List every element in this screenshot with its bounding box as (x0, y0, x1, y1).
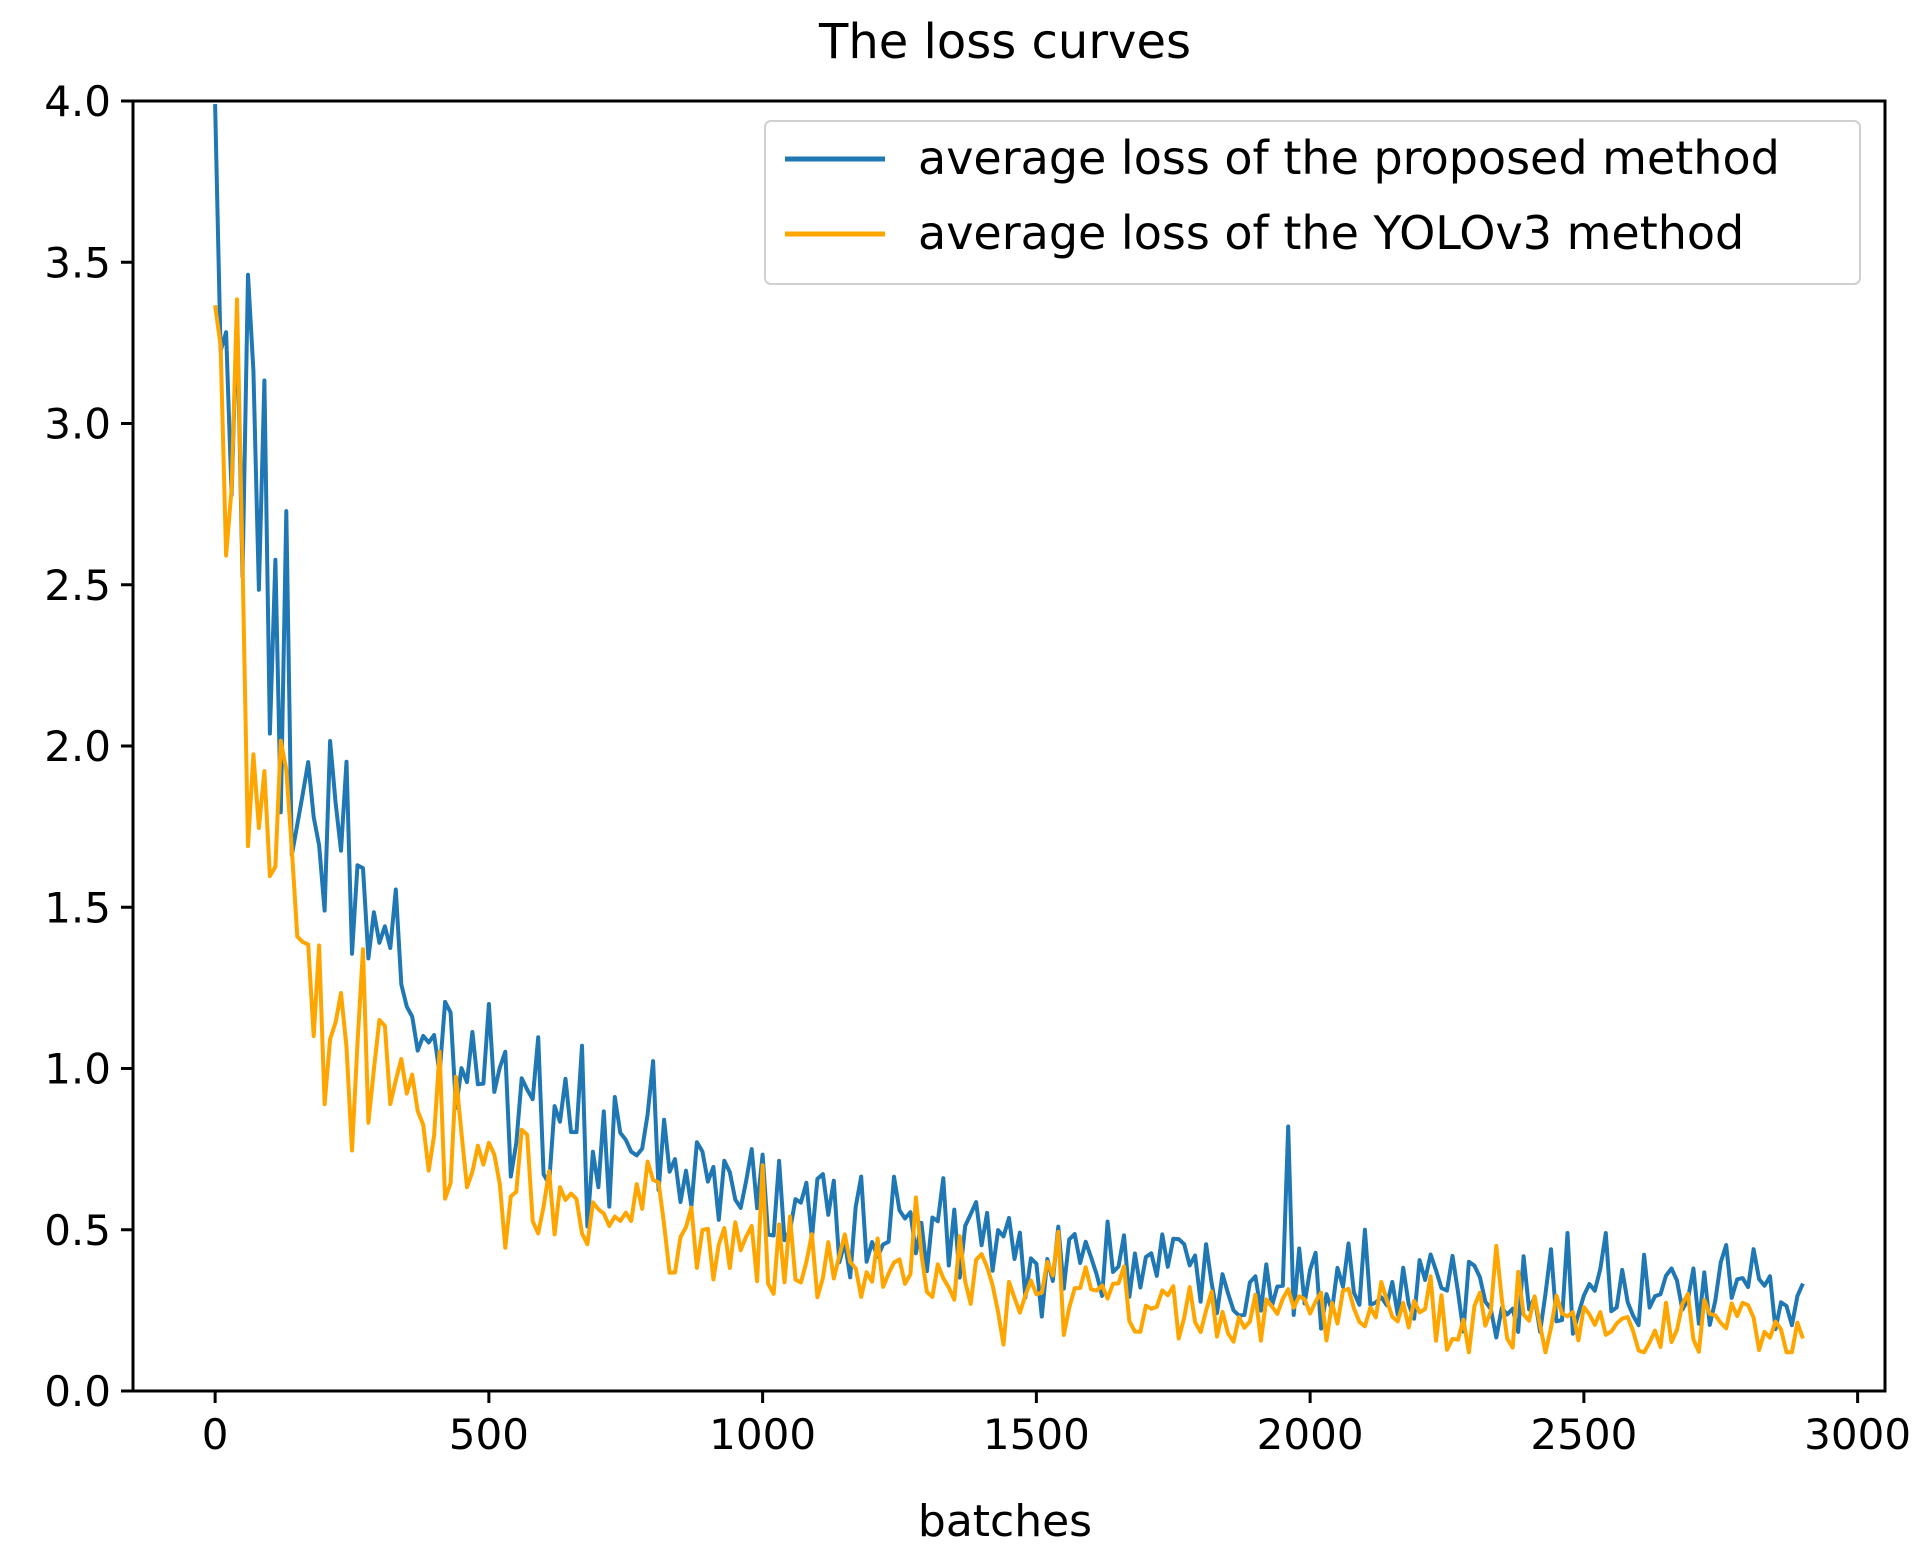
legend: average loss of the proposed method aver… (764, 120, 1861, 285)
y-tick-label: 2.0 (44, 722, 111, 771)
x-tick-label: 1000 (709, 1410, 816, 1459)
x-tick-label: 3000 (1804, 1410, 1911, 1459)
x-axis-ticks: 0 500 1000 1500 2000 2500 3000 (202, 1391, 1911, 1459)
y-tick-label: 1.5 (44, 883, 111, 932)
series-line-yolov3 (213, 297, 1805, 1355)
y-tick-label: 4.0 (44, 77, 111, 126)
x-tick-label: 1500 (983, 1410, 1090, 1459)
y-tick-label: 3.5 (44, 238, 111, 287)
y-tick-label: 3.0 (44, 400, 111, 449)
series-group (213, 104, 1805, 1355)
y-tick-label: 0.5 (44, 1206, 111, 1255)
y-axis-ticks: 0.0 0.5 1.0 1.5 2.0 2.5 3.0 3.5 4.0 (44, 77, 133, 1416)
legend-frame (764, 120, 1861, 285)
y-tick-label: 0.0 (44, 1367, 111, 1416)
x-axis-label: batches (918, 1496, 1092, 1547)
x-tick-label: 2500 (1530, 1410, 1637, 1459)
y-tick-label: 2.5 (44, 561, 111, 610)
chart-title: The loss curves (818, 14, 1191, 70)
legend-label-yolov3: average loss of the YOLOv3 method (918, 206, 1744, 260)
x-tick-label: 2000 (1257, 1410, 1364, 1459)
x-tick-label: 0 (202, 1410, 229, 1459)
y-tick-label: 1.0 (44, 1045, 111, 1094)
x-tick-label: 500 (449, 1410, 529, 1459)
legend-label-proposed: average loss of the proposed method (918, 131, 1780, 185)
